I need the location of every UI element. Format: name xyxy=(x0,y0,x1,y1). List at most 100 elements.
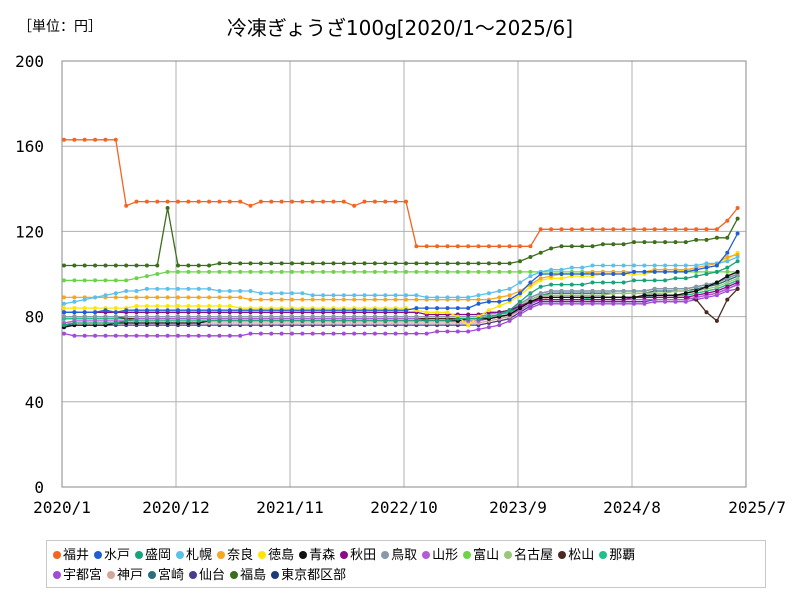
data-point xyxy=(404,318,408,323)
data-point xyxy=(632,263,636,268)
data-point xyxy=(704,227,709,232)
x-tick-label: 2021/11 xyxy=(256,498,323,517)
data-point xyxy=(600,263,605,268)
data-point xyxy=(196,295,201,300)
data-point xyxy=(404,314,408,319)
data-point xyxy=(435,310,440,315)
data-point xyxy=(196,269,201,274)
data-point xyxy=(694,289,699,293)
data-point xyxy=(165,314,170,319)
data-point xyxy=(414,318,419,323)
data-point xyxy=(217,269,222,274)
data-point xyxy=(155,286,160,291)
legend-label: 那覇 xyxy=(609,548,636,563)
data-point xyxy=(155,199,160,204)
data-point xyxy=(383,314,388,319)
data-point xyxy=(600,280,605,285)
data-point xyxy=(445,261,450,266)
data-point xyxy=(196,333,201,338)
data-point xyxy=(352,269,357,274)
data-point xyxy=(196,314,201,319)
data-point xyxy=(186,295,191,300)
data-point xyxy=(310,331,315,336)
data-point xyxy=(341,199,346,204)
data-point xyxy=(569,282,574,287)
data-point xyxy=(176,314,180,319)
data-point xyxy=(103,293,108,298)
data-point xyxy=(124,333,129,338)
legend-item: 奈良 xyxy=(217,544,253,563)
data-point xyxy=(569,295,574,300)
data-point xyxy=(279,291,284,296)
data-point xyxy=(300,308,305,313)
data-point xyxy=(549,289,554,293)
data-point xyxy=(497,261,502,266)
data-point xyxy=(590,301,595,306)
data-point xyxy=(476,301,481,306)
data-point xyxy=(82,263,87,268)
legend-marker-icon xyxy=(148,571,157,579)
data-point xyxy=(518,291,522,296)
data-point xyxy=(134,276,139,281)
data-point xyxy=(424,331,429,336)
legend-label: 仙台 xyxy=(199,568,226,583)
data-point xyxy=(227,318,232,323)
data-point xyxy=(279,308,284,313)
legend-marker-icon xyxy=(258,551,267,559)
data-point xyxy=(621,280,626,285)
data-point xyxy=(621,289,626,293)
data-point xyxy=(62,306,66,311)
data-point xyxy=(445,318,450,323)
data-point xyxy=(93,310,98,315)
data-point xyxy=(144,308,149,313)
data-point xyxy=(82,310,87,315)
data-point xyxy=(642,227,647,232)
data-point xyxy=(279,261,284,266)
data-point xyxy=(549,267,554,272)
data-point xyxy=(518,280,522,285)
data-point xyxy=(569,227,574,232)
legend-marker-icon xyxy=(599,551,608,559)
data-point xyxy=(103,308,108,313)
data-point xyxy=(632,269,636,274)
data-point xyxy=(569,265,574,270)
data-point xyxy=(435,329,440,334)
legend-label: 富山 xyxy=(473,548,500,563)
data-point xyxy=(72,263,77,268)
data-point xyxy=(207,304,212,308)
data-point xyxy=(683,227,688,232)
data-point xyxy=(82,306,87,311)
data-point xyxy=(227,289,232,293)
data-point xyxy=(113,295,118,300)
legend-marker-icon xyxy=(189,571,198,579)
data-point xyxy=(341,269,346,274)
data-point xyxy=(538,291,543,296)
data-point xyxy=(72,310,77,315)
data-point xyxy=(455,295,460,300)
data-point xyxy=(258,318,263,323)
data-point xyxy=(559,301,564,306)
data-point xyxy=(714,269,719,274)
data-point xyxy=(445,310,450,315)
legend-label: 福島 xyxy=(240,568,267,583)
data-point xyxy=(331,308,336,313)
data-point xyxy=(683,291,688,296)
data-point xyxy=(321,314,326,319)
data-point xyxy=(248,289,253,293)
data-point xyxy=(714,318,719,323)
data-point xyxy=(134,295,139,300)
data-point xyxy=(704,237,709,242)
data-point xyxy=(176,269,180,274)
data-point xyxy=(621,301,626,306)
data-point xyxy=(652,286,657,291)
data-point xyxy=(124,278,129,283)
data-point xyxy=(207,269,212,274)
series-鳥取 xyxy=(62,272,740,319)
data-point xyxy=(507,261,512,266)
data-point xyxy=(134,314,139,319)
data-point xyxy=(621,227,626,232)
data-point xyxy=(735,206,740,210)
data-point xyxy=(155,295,160,300)
y-tick-label: 120 xyxy=(15,222,44,241)
data-point xyxy=(486,269,491,274)
